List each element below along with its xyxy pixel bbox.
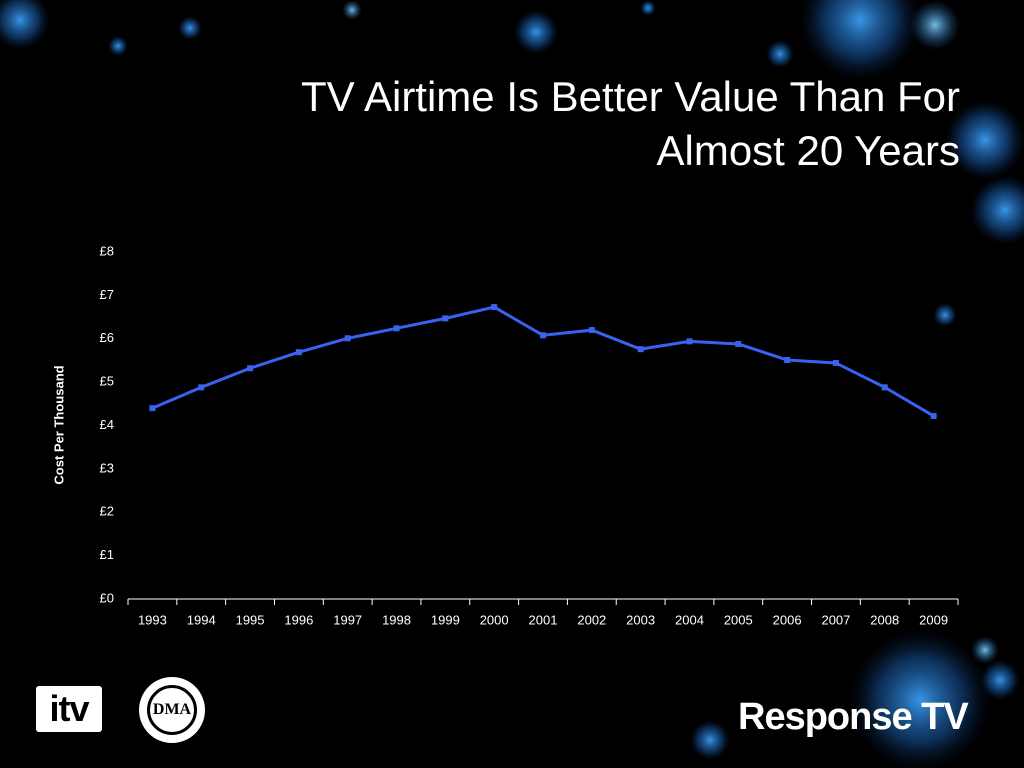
- x-tick-label: 2002: [577, 612, 606, 627]
- dma-logo-text: DMA: [147, 685, 197, 735]
- data-point: [784, 357, 791, 364]
- x-tick-label: 2001: [529, 612, 558, 627]
- x-tick-label: 2007: [821, 612, 850, 627]
- y-tick-label: £8: [100, 243, 114, 258]
- x-tick-label: 2006: [773, 612, 802, 627]
- y-tick-label: £2: [100, 504, 114, 519]
- data-point: [832, 360, 839, 367]
- x-tick-label: 1995: [236, 612, 265, 627]
- x-tick-label: 1998: [382, 612, 411, 627]
- y-tick-label: £7: [100, 287, 114, 302]
- x-tick-label: 1997: [333, 612, 362, 627]
- y-tick-label: £3: [100, 460, 114, 475]
- x-tick-label: 1993: [138, 612, 167, 627]
- x-tick-label: 2009: [919, 612, 948, 627]
- data-point: [198, 384, 205, 391]
- x-tick-label: 2004: [675, 612, 704, 627]
- data-point: [930, 412, 937, 419]
- data-point: [540, 332, 546, 339]
- x-tick-label: 2008: [870, 612, 899, 627]
- x-tick-label: 1996: [284, 612, 313, 627]
- data-point: [735, 340, 742, 347]
- x-tick-label: 1999: [431, 612, 460, 627]
- slide-title: TV Airtime Is Better Value Than For Almo…: [300, 73, 960, 174]
- data-point: [344, 335, 351, 342]
- x-tick-label: 1994: [187, 612, 216, 627]
- data-point: [393, 325, 400, 332]
- data-point: [149, 405, 156, 412]
- y-tick-label: £5: [100, 374, 114, 389]
- x-tick-label: 2005: [724, 612, 753, 627]
- data-point: [491, 304, 498, 311]
- y-tick-label: £4: [100, 417, 114, 432]
- data-point: [637, 346, 644, 353]
- data-point: [247, 365, 254, 372]
- data-point: [881, 384, 888, 391]
- x-tick-label: 2000: [480, 612, 509, 627]
- data-point: [442, 315, 449, 322]
- y-tick-label: £6: [100, 330, 114, 345]
- data-point: [686, 338, 693, 345]
- dma-logo: DMA: [139, 677, 205, 743]
- data-point: [588, 327, 595, 334]
- y-tick-label: £0: [100, 590, 114, 605]
- x-tick-label: 2003: [626, 612, 655, 627]
- series-line: [151, 305, 935, 418]
- itv-logo: itv: [36, 686, 102, 732]
- response-tv-logo: Response TV: [738, 696, 969, 738]
- y-tick-label: £1: [100, 547, 114, 562]
- y-axis-label: Cost Per Thousand: [51, 365, 66, 484]
- data-point: [295, 349, 302, 356]
